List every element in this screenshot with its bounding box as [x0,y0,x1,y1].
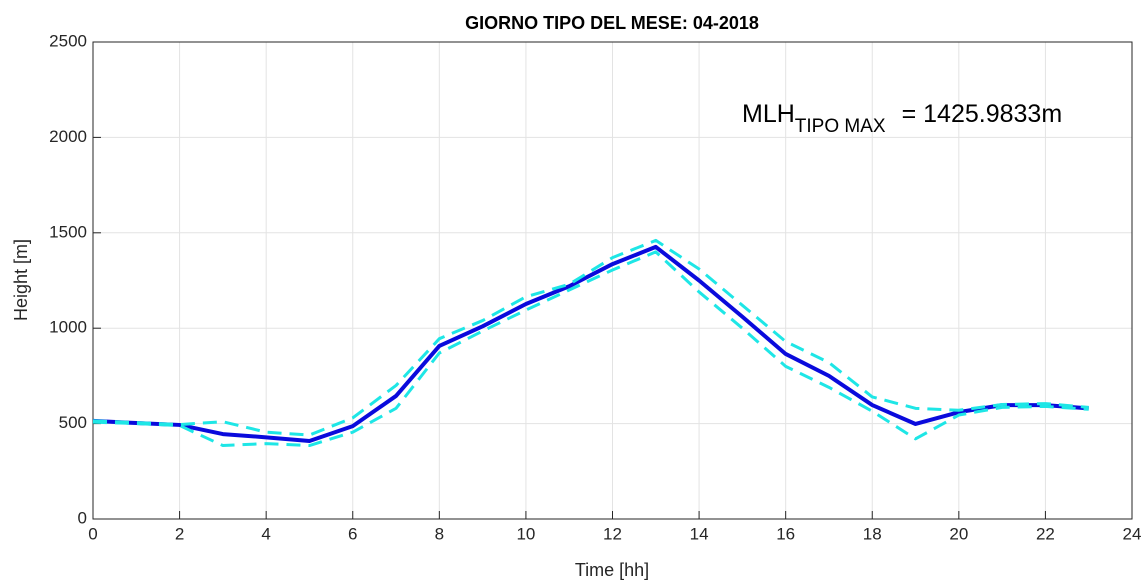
y-tick-label: 0 [78,508,87,527]
y-tick-label: 500 [59,413,87,432]
plot-frame [92,41,1133,520]
y-tick-label: 2000 [49,127,87,146]
x-tick-label: 0 [88,524,97,543]
x-tick-label: 20 [949,524,968,543]
x-tick-label: 6 [348,524,357,543]
chart-title: GIORNO TIPO DEL MESE: 04-2018 [465,13,759,33]
x-tick-label: 24 [1123,524,1142,543]
series-line [92,250,1089,448]
y-tick-label: 2500 [49,31,87,50]
x-tick-label: 12 [603,524,622,543]
x-tick-label: 2 [175,524,184,543]
x-tick-label: 14 [690,524,709,543]
series-line [92,244,1089,443]
x-tick-label: 10 [516,524,535,543]
y-tick-label: 1000 [49,318,87,337]
x-tick-label: 22 [1036,524,1055,543]
x-tick-label: 4 [261,524,270,543]
x-tick-label: 16 [776,524,795,543]
annotation: MLHTIPO MAX = 1425.9833m [742,100,1062,137]
x-tick-label: 18 [863,524,882,543]
annotation-rest: = 1425.9833m [902,100,1063,128]
x-tick-label: 8 [435,524,444,543]
y-axis-label: Height [m] [11,239,31,321]
series-line [92,238,1089,437]
annotation-sub: TIPO MAX [795,116,886,137]
annotation-main: MLH [742,100,795,128]
y-tick-label: 1500 [49,222,87,241]
x-axis-label: Time [hh] [575,560,649,580]
